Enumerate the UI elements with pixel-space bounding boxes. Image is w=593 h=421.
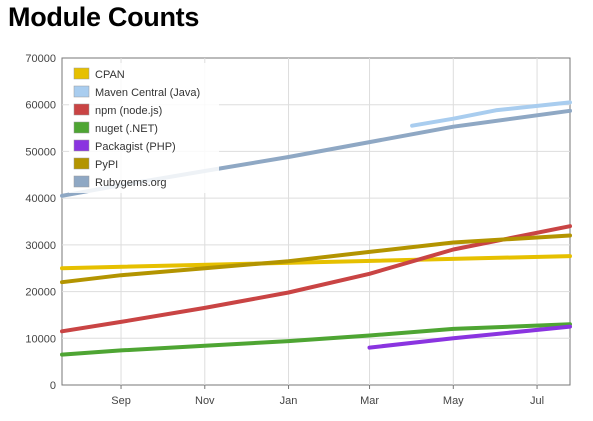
x-tick-label: Nov bbox=[195, 395, 215, 407]
legend-swatch-npm-node-js bbox=[73, 103, 90, 116]
legend-label-npm-node-js: npm (node.js) bbox=[95, 105, 162, 117]
x-tick-label: Sep bbox=[111, 395, 131, 407]
legend-swatch-cpan bbox=[73, 67, 90, 80]
y-tick-label: 60000 bbox=[25, 100, 56, 112]
legend-swatch-nuget-net bbox=[73, 121, 90, 134]
legend-swatch-packagist-php bbox=[73, 139, 90, 152]
series-line-packagist-php bbox=[367, 324, 572, 350]
x-axis: Sep Nov Jan Mar May Jul bbox=[111, 385, 544, 407]
y-tick-label: 10000 bbox=[25, 333, 56, 345]
legend-swatch-maven-central-java bbox=[73, 85, 90, 98]
series-line-maven-central-java bbox=[410, 100, 572, 128]
legend: CPAN Maven Central (Java) npm (node.js) nug… bbox=[69, 63, 219, 193]
legend-swatch-pypi bbox=[73, 157, 90, 170]
legend-box bbox=[69, 63, 219, 193]
y-tick-label: 50000 bbox=[25, 146, 56, 158]
y-tick-label: 70000 bbox=[25, 53, 56, 65]
y-tick-label: 30000 bbox=[25, 240, 56, 252]
series-line-pypi bbox=[60, 233, 572, 285]
series-lines bbox=[60, 100, 572, 357]
x-tick-label: Jan bbox=[280, 395, 298, 407]
page-title: Module Counts bbox=[8, 2, 200, 32]
legend-label-nuget-net: nuget (.NET) bbox=[95, 123, 158, 135]
legend-label-cpan: CPAN bbox=[95, 69, 125, 81]
y-axis: 0 10000 20000 30000 40000 50000 60000 70000 bbox=[25, 53, 56, 392]
y-tick-label: 20000 bbox=[25, 287, 56, 299]
series-line-cpan bbox=[60, 254, 572, 271]
x-tick-label: May bbox=[443, 395, 464, 407]
legend-swatch-rubygems-org bbox=[73, 175, 90, 188]
y-tick-label: 40000 bbox=[25, 193, 56, 205]
y-tick-label: 0 bbox=[50, 380, 56, 392]
x-tick-label: Jul bbox=[530, 395, 544, 407]
legend-label-rubygems-org: Rubygems.org bbox=[95, 177, 167, 189]
series-line-nuget-net bbox=[60, 322, 572, 357]
legend-label-packagist-php: Packagist (PHP) bbox=[95, 141, 176, 153]
legend-label-pypi: PyPI bbox=[95, 159, 118, 171]
series-line-npm-node-js bbox=[60, 224, 572, 334]
x-tick-label: Mar bbox=[360, 395, 379, 407]
legend-label-maven-central-java: Maven Central (Java) bbox=[95, 87, 200, 99]
